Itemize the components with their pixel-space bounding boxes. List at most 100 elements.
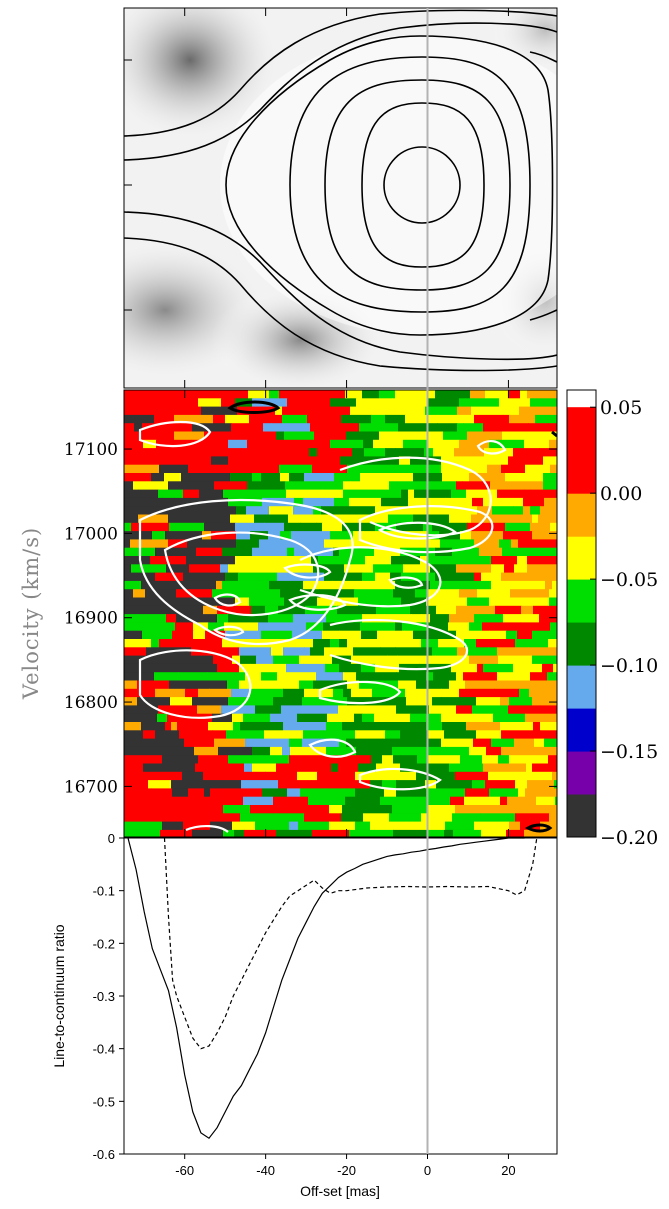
- pv-cell: [133, 805, 166, 814]
- pv-cell: [343, 672, 357, 682]
- pv-cell: [473, 398, 500, 408]
- pv-cell: [157, 663, 173, 673]
- pv-cell: [157, 589, 177, 599]
- pv-cell: [381, 497, 409, 507]
- contour-7a: [124, 9, 557, 137]
- pv-cell: [337, 514, 352, 524]
- velocity-axis-label: Velocity (km/s): [19, 527, 43, 700]
- pv-cell: [540, 722, 557, 731]
- pv-cell: [324, 572, 363, 582]
- pv-cell: [501, 746, 520, 756]
- white-contour-5: [377, 521, 457, 540]
- pv-cell: [422, 464, 442, 474]
- pv-cell: [403, 564, 431, 574]
- pv-cell: [168, 481, 183, 491]
- pv-cell: [524, 489, 531, 499]
- pv-cell: [426, 597, 447, 607]
- pv-cell: [151, 788, 173, 798]
- pv-cell: [400, 730, 429, 740]
- pv-cell: [327, 713, 355, 723]
- pv-cell: [552, 580, 557, 590]
- pv-cell: [124, 771, 163, 781]
- pv-cell: [449, 763, 484, 773]
- pv-cell: [351, 556, 366, 565]
- pv-cell: [456, 630, 490, 640]
- pv-cell: [200, 473, 220, 482]
- pv-cell: [549, 589, 557, 599]
- pv-cell: [145, 589, 158, 599]
- pv-cell: [483, 663, 514, 673]
- pv-cell: [382, 489, 402, 499]
- pv-cell: [273, 796, 303, 806]
- pv-cell: [289, 821, 299, 831]
- pv-cell: [299, 655, 333, 665]
- pv-cell: [398, 680, 417, 690]
- pv-cell: [432, 647, 458, 657]
- pv-cell: [293, 506, 314, 516]
- pv-cell: [210, 780, 242, 789]
- pv-cell: [497, 489, 525, 499]
- pv-cell: [434, 630, 457, 640]
- pv-cell: [222, 547, 253, 557]
- pv-cell: [406, 697, 433, 706]
- pv-cell: [374, 829, 394, 837]
- pv-cell: [473, 738, 480, 748]
- pv-cell: [472, 780, 486, 789]
- pv-cell: [532, 630, 557, 640]
- pv-cell: [292, 630, 323, 640]
- pv-cell: [476, 456, 493, 466]
- pv-cell: [355, 788, 385, 798]
- ratio-tick-label: -0.5: [93, 1094, 115, 1109]
- pv-cell: [502, 547, 540, 557]
- colorbar-tick-label: 0.00: [600, 483, 642, 505]
- pv-cell: [395, 622, 403, 632]
- pv-cell: [191, 439, 229, 449]
- colorbar-segment: [567, 579, 596, 623]
- pv-cell: [316, 672, 344, 682]
- pv-cell: [317, 597, 340, 607]
- pv-cell: [417, 755, 428, 765]
- pv-cell: [152, 506, 164, 516]
- pv-cell: [405, 688, 442, 698]
- pv-cell: [254, 514, 289, 524]
- pv-cell: [299, 680, 314, 690]
- pv-cell: [362, 614, 385, 623]
- pv-cell: [540, 705, 557, 715]
- pv-cell: [217, 663, 240, 673]
- pv-cell: [304, 473, 315, 482]
- offset-tick-label: -60: [175, 1163, 194, 1178]
- pv-cell: [228, 697, 259, 706]
- pv-cell: [253, 738, 290, 748]
- pv-cell: [533, 722, 541, 731]
- pv-cell: [124, 680, 138, 690]
- pv-cell: [538, 514, 557, 524]
- pv-cell: [459, 589, 478, 599]
- pv-cell: [417, 448, 425, 457]
- pv-cell: [192, 423, 232, 433]
- pv-cell: [239, 663, 251, 673]
- pv-cell: [483, 423, 497, 433]
- pv-cell: [225, 572, 239, 582]
- pv-cell: [527, 564, 557, 574]
- pv-cell: [208, 622, 225, 632]
- pv-cell: [235, 597, 250, 607]
- pv-cell: [519, 688, 530, 698]
- pv-cell: [389, 481, 419, 491]
- pv-cell: [169, 522, 205, 532]
- pv-cell: [333, 423, 360, 433]
- pv-cell: [416, 680, 450, 690]
- pv-cell: [462, 481, 491, 491]
- pv-cell: [428, 622, 449, 632]
- pv-cell: [480, 813, 516, 823]
- pv-cell: [205, 630, 212, 640]
- pv-cell: [452, 547, 480, 557]
- pv-cell: [537, 788, 557, 798]
- pv-cell: [240, 722, 261, 731]
- pv-cell: [124, 564, 132, 574]
- pv-cell: [392, 398, 429, 408]
- colorbar-tick-label: 0.05: [600, 397, 642, 419]
- pv-cell: [213, 414, 226, 424]
- pv-cell: [165, 531, 203, 540]
- pv-cell: [164, 605, 204, 615]
- pv-cell: [398, 423, 438, 433]
